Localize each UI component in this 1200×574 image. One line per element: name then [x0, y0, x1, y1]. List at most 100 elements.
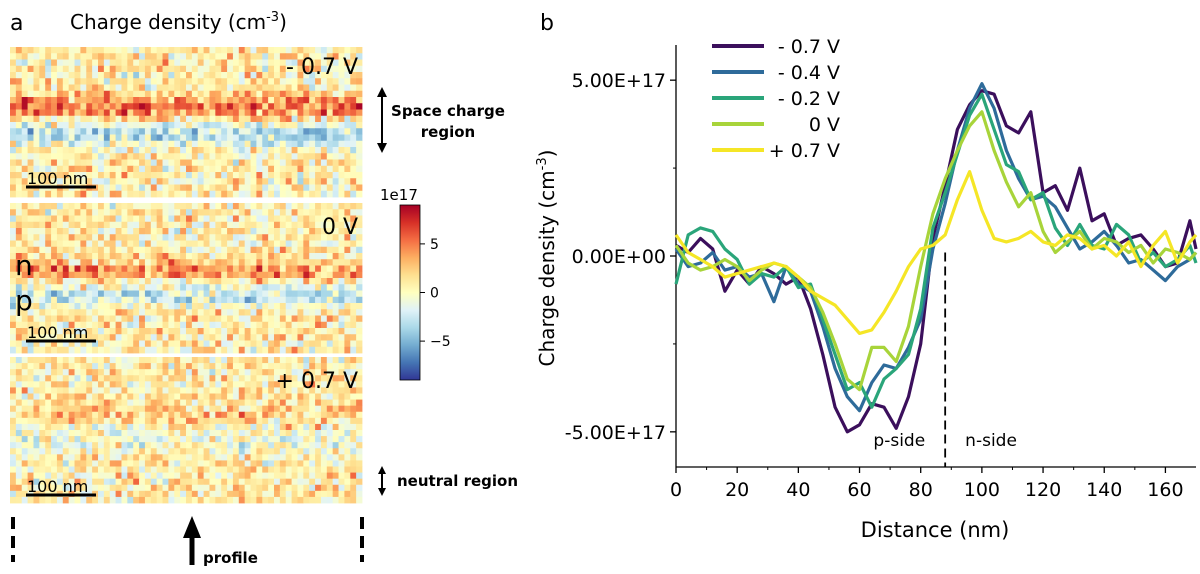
heatmap-cell	[279, 411, 287, 419]
heatmap-cell	[326, 97, 334, 104]
heatmap-cell	[139, 78, 146, 85]
heatmap-cell	[45, 172, 52, 179]
heatmap-cell	[262, 53, 269, 60]
heatmap-cell	[326, 466, 334, 473]
heatmap-cell	[338, 460, 345, 467]
heatmap-cell	[68, 369, 75, 376]
colorbar	[399, 204, 421, 381]
heatmap-cell	[291, 147, 298, 154]
heatmap-cell	[15, 381, 23, 388]
heatmap-cell	[256, 369, 263, 376]
heatmap-cell	[197, 430, 204, 437]
heatmap-cell	[86, 436, 93, 443]
heatmap-cell	[262, 140, 269, 148]
heatmap-cell	[168, 53, 175, 60]
heatmap-cell	[274, 184, 281, 192]
heatmap-cell	[203, 140, 210, 148]
heatmap-cell	[127, 234, 134, 241]
heatmap-cell	[320, 134, 328, 142]
heatmap-cell	[291, 84, 298, 92]
heatmap-cell	[62, 209, 70, 216]
heatmap-cell	[221, 122, 228, 129]
heatmap-cell	[356, 411, 363, 419]
heatmap-cell	[297, 53, 304, 60]
heatmap-cell	[139, 315, 146, 323]
heatmap-cell	[80, 271, 87, 279]
legend: - 0.7 V- 0.4 V- 0.2 V0 V+ 0.7 V	[712, 36, 840, 162]
heatmap-cell	[309, 184, 316, 192]
heatmap-cell	[215, 315, 222, 323]
heatmap-cell	[338, 178, 345, 185]
heatmap-cell	[244, 399, 251, 407]
heatmap-cell	[33, 411, 40, 419]
heatmap-cell	[98, 265, 105, 273]
heatmap-cell	[262, 315, 269, 323]
heatmap-cell	[344, 128, 351, 135]
heatmap-cell	[180, 340, 187, 348]
heatmap-cell	[186, 59, 193, 67]
heatmap-cell	[74, 122, 81, 129]
heatmap-cell	[56, 90, 64, 98]
heatmap-cell	[350, 340, 357, 348]
heatmap-cell	[156, 165, 163, 173]
heatmap-cell	[227, 122, 234, 129]
heatmap-cell	[115, 53, 122, 60]
heatmap-cell	[238, 375, 246, 382]
heatmap-cell	[10, 259, 17, 266]
heatmap-cell	[27, 178, 34, 185]
heatmap-cell	[250, 234, 257, 241]
heatmap-cell	[197, 90, 204, 98]
heatmap-cell	[315, 72, 322, 79]
heatmap-cell	[274, 234, 281, 241]
heatmap-cell	[309, 315, 316, 323]
heatmap-cell	[227, 442, 234, 449]
heatmap-cell	[250, 328, 257, 335]
heatmap-cell	[291, 240, 298, 248]
heatmap-cell	[45, 284, 52, 291]
heatmap-cell	[274, 430, 281, 437]
heatmap-cell	[320, 393, 328, 400]
heatmap-cell	[45, 303, 52, 310]
heatmap-cell	[127, 115, 134, 123]
heatmap-cell	[203, 84, 210, 92]
heatmap-cell	[121, 84, 128, 92]
heatmap-cell	[150, 153, 158, 160]
heatmap-cell	[80, 405, 87, 413]
heatmap-cell	[215, 221, 222, 229]
heatmap-cell	[98, 357, 105, 364]
heatmap-cell	[332, 128, 339, 135]
heatmap-cell	[180, 417, 187, 425]
heatmap-cell	[274, 448, 281, 455]
heatmap-cell	[39, 97, 46, 104]
heatmap-cell	[121, 334, 128, 341]
heatmap-cell	[21, 296, 28, 304]
heatmap-cell	[121, 478, 128, 486]
heatmap-cell	[168, 460, 175, 467]
heatmap-cell	[74, 140, 81, 148]
heatmap-cell	[191, 448, 199, 455]
heatmap-cell	[39, 399, 46, 407]
heatmap-cell	[15, 172, 23, 179]
heatmap-cell	[15, 84, 23, 92]
heatmap-cell	[215, 190, 222, 198]
heatmap-cell	[168, 303, 175, 310]
heatmap-cell	[274, 375, 281, 382]
heatmap-cell	[262, 234, 269, 241]
heatmap-cell	[309, 172, 316, 179]
heatmap-cell	[338, 246, 345, 254]
heatmap-cell	[303, 172, 310, 179]
heatmap-cell	[27, 128, 34, 135]
heatmap-cell	[197, 190, 204, 198]
heatmap-cell	[168, 430, 175, 437]
heatmap-cell	[356, 387, 363, 394]
heatmap-cell	[227, 234, 234, 241]
heatmap-cell	[62, 496, 70, 504]
heatmap-cell	[174, 369, 181, 376]
heatmap-cell	[209, 340, 216, 348]
heatmap-cell	[350, 53, 357, 60]
heatmap-cell	[291, 228, 298, 235]
heatmap-cell	[356, 253, 363, 260]
heatmap-cell	[121, 178, 128, 185]
heatmap-cell	[168, 103, 175, 110]
heatmap-cell	[215, 72, 222, 79]
